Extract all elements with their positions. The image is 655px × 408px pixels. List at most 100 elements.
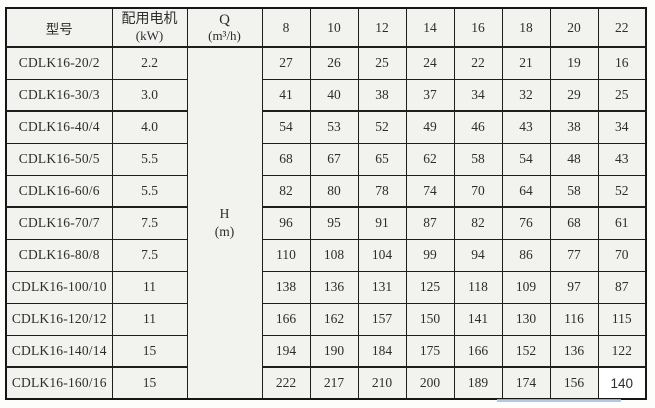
- head-value-cell: 108: [309, 238, 359, 272]
- head-value-cell: 189: [453, 366, 503, 400]
- head-value-cell: 130: [501, 302, 551, 336]
- head-value-cell: 184: [357, 334, 407, 368]
- header-motor-power-unit: (kW): [135, 28, 164, 43]
- motor-power-cell: 5.5: [111, 174, 188, 208]
- table-body: CDLK16-20/2 2.2 H (m) 27 26 25 24 22 21 19 16 CDLK16…: [5, 46, 647, 400]
- head-value-cell: 19: [549, 46, 599, 80]
- table-row: CDLK16-20/2 2.2 H (m) 27 26 25 24 22 21 19 16: [5, 46, 647, 400]
- head-value-cell: 77: [549, 238, 599, 272]
- head-value-cell: 125: [405, 270, 455, 304]
- header-row: 型号 配用电机 (kW) Q (m³/h) 8 10 12 14 16 18 2…: [5, 7, 647, 48]
- head-value-cell: 122: [597, 334, 647, 368]
- table-row: CDLK16-80/8 7.5 110 108 104 99 94 86 77 70: [5, 238, 647, 272]
- head-value-cell: 150: [405, 302, 455, 336]
- head-value-cell: 82: [453, 206, 503, 240]
- head-value-cell: 21: [501, 46, 551, 80]
- head-value-cell: 25: [597, 78, 647, 112]
- head-value-cell: 110: [261, 238, 311, 272]
- scan-artifact-line: [497, 399, 621, 402]
- motor-power-cell: 15: [111, 334, 188, 368]
- table-row: CDLK16-100/10 11 138 136 131 125 118 109 97 87: [5, 270, 647, 304]
- head-value-cell: 156: [549, 366, 599, 400]
- table-row: CDLK16-30/3 3.0 41 40 38 37 34 32 29 25: [5, 78, 647, 112]
- motor-power-cell: 15: [111, 366, 188, 400]
- head-value-cell: 91: [357, 206, 407, 240]
- motor-power-cell: 3.0: [111, 78, 188, 112]
- head-value-cell: 61: [597, 206, 647, 240]
- head-value-cell: 43: [597, 142, 647, 176]
- model-cell: CDLK16-160/16: [5, 366, 113, 400]
- head-value-cell: 87: [597, 270, 647, 304]
- head-value-cell: 37: [405, 78, 455, 112]
- head-value-cell: 68: [549, 206, 599, 240]
- pump-spec-table: 型号 配用电机 (kW) Q (m³/h) 8 10 12 14 16 18 2…: [5, 7, 647, 400]
- head-value-cell: 34: [453, 78, 503, 112]
- head-value-cell: 194: [261, 334, 311, 368]
- head-value-cell: 141: [453, 302, 503, 336]
- header-flow-value: 10: [309, 7, 359, 48]
- table-row: CDLK16-160/16 15 222 217 210 200 189 174 156 140: [5, 366, 647, 400]
- table-row: CDLK16-70/7 7.5 96 95 91 87 82 76 68 61: [5, 206, 647, 240]
- header-flow-q: Q (m³/h): [186, 7, 263, 48]
- header-model: 型号: [5, 7, 113, 48]
- head-value-cell: 166: [261, 302, 311, 336]
- head-value-cell: 174: [501, 366, 551, 400]
- head-value-cell: 175: [405, 334, 455, 368]
- head-value-cell: 58: [453, 142, 503, 176]
- head-value-cell: 80: [309, 174, 359, 208]
- head-value-cell: 27: [261, 46, 311, 80]
- head-value-cell: 16: [597, 46, 647, 80]
- head-value-cell: 82: [261, 174, 311, 208]
- head-value-cell: 38: [549, 110, 599, 144]
- head-value-cell: 53: [309, 110, 359, 144]
- head-value-cell: 62: [405, 142, 455, 176]
- header-motor-power-label: 配用电机: [121, 12, 178, 27]
- head-value-cell: 78: [357, 174, 407, 208]
- head-value-cell: 104: [357, 238, 407, 272]
- model-cell: CDLK16-80/8: [5, 238, 113, 272]
- header-flow-q-unit: (m³/h): [208, 28, 241, 43]
- head-value-cell: 67: [309, 142, 359, 176]
- head-value-cell: 190: [309, 334, 359, 368]
- head-value-cell: 48: [549, 142, 599, 176]
- head-value-cell: 32: [501, 78, 551, 112]
- head-value-cell: 210: [357, 366, 407, 400]
- head-value-cell: 40: [309, 78, 359, 112]
- motor-power-cell: 7.5: [111, 206, 188, 240]
- motor-power-cell: 5.5: [111, 142, 188, 176]
- model-cell: CDLK16-100/10: [5, 270, 113, 304]
- head-value-cell: 118: [453, 270, 503, 304]
- table-row: CDLK16-50/5 5.5 68 67 65 62 58 54 48 43: [5, 142, 647, 176]
- head-value-cell: 49: [405, 110, 455, 144]
- motor-power-cell: 11: [111, 270, 188, 304]
- model-cell: CDLK16-120/12: [5, 302, 113, 336]
- head-value-cell: 94: [453, 238, 503, 272]
- head-value-cell: 65: [357, 142, 407, 176]
- head-value-cell: 25: [357, 46, 407, 80]
- motor-power-cell: 11: [111, 302, 188, 336]
- model-cell: CDLK16-30/3: [5, 78, 113, 112]
- header-motor-power: 配用电机 (kW): [111, 7, 188, 48]
- head-value-cell: 29: [549, 78, 599, 112]
- header-flow-value: 14: [405, 7, 455, 48]
- head-value-cell: 136: [309, 270, 359, 304]
- head-value-cell: 22: [453, 46, 503, 80]
- table-row: CDLK16-120/12 11 166 162 157 150 141 130 116 115: [5, 302, 647, 336]
- motor-power-cell: 2.2: [111, 46, 188, 80]
- head-value-cell: 74: [405, 174, 455, 208]
- head-value-cell: 217: [309, 366, 359, 400]
- head-value-cell: 152: [501, 334, 551, 368]
- head-value-cell: 76: [501, 206, 551, 240]
- head-value-cell: 43: [501, 110, 551, 144]
- head-value-cell: 162: [309, 302, 359, 336]
- model-cell: CDLK16-50/5: [5, 142, 113, 176]
- header-flow-value: 20: [549, 7, 599, 48]
- head-value-cell: 54: [261, 110, 311, 144]
- model-cell: CDLK16-20/2: [5, 46, 113, 80]
- head-value-cell: 24: [405, 46, 455, 80]
- head-value-cell: 64: [501, 174, 551, 208]
- head-value-cell: 136: [549, 334, 599, 368]
- model-cell: CDLK16-40/4: [5, 110, 113, 144]
- head-value-cell: 109: [501, 270, 551, 304]
